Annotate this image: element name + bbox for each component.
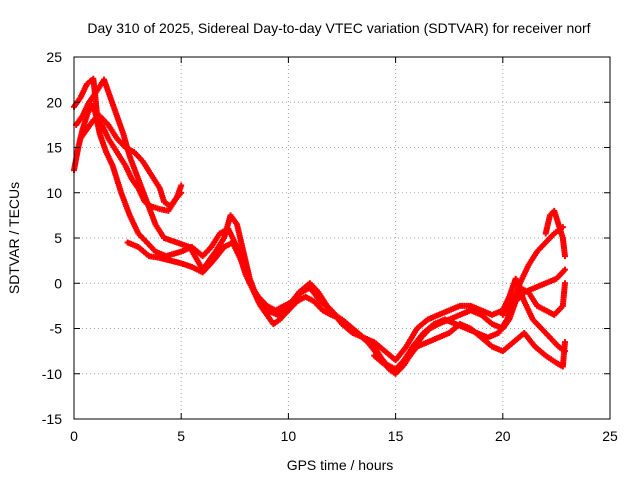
y-axis-label: SDTVAR / TECUs xyxy=(6,182,22,294)
x-tick-label: 15 xyxy=(388,428,404,444)
y-tick-label: 10 xyxy=(46,185,62,201)
series-trace-6 xyxy=(371,320,568,375)
chart-title: Day 310 of 2025, Sidereal Day-to-day VTE… xyxy=(87,20,590,36)
data-point xyxy=(561,280,568,287)
y-tick-label: -5 xyxy=(50,321,63,337)
data-point xyxy=(178,182,185,189)
y-tick-label: 0 xyxy=(54,275,62,291)
y-tick-label: -15 xyxy=(42,411,62,427)
data-point xyxy=(561,339,568,346)
axis-ticks: 0 5 10 15 20 25 -15 -10 -5 0 5 10 15 20 25 xyxy=(42,49,618,444)
series-trace-5 xyxy=(124,239,568,364)
x-tick-label: 5 xyxy=(177,428,185,444)
y-tick-label: 20 xyxy=(46,94,62,110)
series-trace-7 xyxy=(499,280,568,318)
y-tick-label: 15 xyxy=(46,140,62,156)
series-trace-8 xyxy=(542,207,568,260)
data-point xyxy=(561,266,568,273)
data-point xyxy=(178,189,185,196)
x-tick-label: 10 xyxy=(281,428,297,444)
y-tick-label: 25 xyxy=(46,49,62,65)
grid xyxy=(74,57,610,419)
y-tick-label: 5 xyxy=(54,230,62,246)
data-point xyxy=(561,253,568,260)
x-tick-label: 25 xyxy=(602,428,618,444)
x-axis-label: GPS time / hours xyxy=(287,457,394,473)
data-series xyxy=(71,75,568,377)
x-tick-label: 20 xyxy=(495,428,511,444)
y-tick-label: -10 xyxy=(42,366,62,382)
x-tick-label: 0 xyxy=(70,428,78,444)
series-trace-3 xyxy=(73,76,566,373)
series-trace-4 xyxy=(77,112,185,210)
